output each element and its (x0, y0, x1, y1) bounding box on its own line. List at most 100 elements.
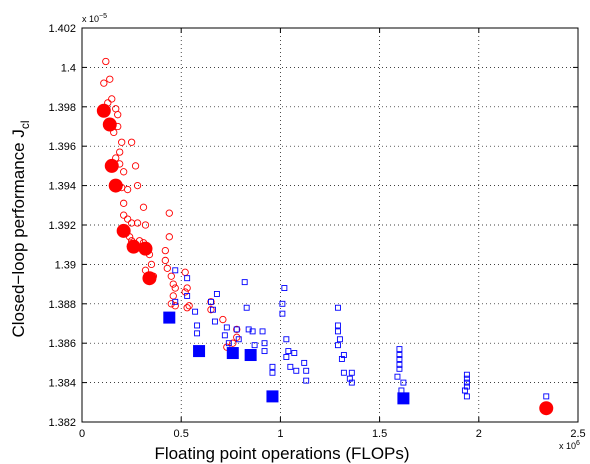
red-open-circle-point (183, 304, 191, 312)
grid (82, 28, 578, 422)
red-open-circle-point (133, 181, 142, 190)
y-tick-label: 1.4 (61, 62, 76, 74)
y-tick-label: 1.398 (48, 102, 76, 114)
y-tick-label: 1.384 (48, 378, 76, 390)
red-open-circle-point (147, 260, 156, 269)
red-filled-circle-point (104, 158, 119, 173)
y-exponent-power: −5 (99, 13, 107, 20)
y-exponent-label: x 10−5 (82, 13, 107, 24)
blue-open-square-point (194, 330, 201, 337)
blue-open-square-point (208, 298, 214, 305)
red-open-circle-point (167, 300, 175, 308)
red-open-circle-point (131, 162, 140, 170)
blue-open-square-point (396, 365, 403, 372)
red-open-circle-point (120, 168, 128, 176)
blue-open-square-point (301, 359, 308, 366)
red-open-circle-point (123, 215, 132, 223)
blue-open-square-point (279, 300, 286, 307)
red-open-circle-point (171, 284, 179, 292)
red-open-circle-point (120, 211, 128, 219)
blue-open-square-point (249, 328, 256, 335)
blue-open-square-point (279, 310, 286, 317)
blue-open-square-point (334, 304, 341, 311)
blue-open-square-point (461, 387, 468, 394)
blue-open-square-point (340, 352, 347, 358)
x-exponent-base: x 10 (559, 441, 576, 451)
red-open-circle-point (185, 302, 193, 310)
blue-open-square-point (259, 328, 266, 335)
red-open-circle-point (165, 209, 173, 217)
red-open-circle-point (102, 57, 110, 66)
blue-open-square-point (211, 318, 218, 325)
y-tick-label: 1.382 (48, 417, 76, 429)
blue-open-square-point (394, 373, 401, 380)
red-open-circle-point (207, 306, 215, 314)
blue-open-square-point (293, 367, 300, 374)
blue-open-square-point (213, 291, 220, 297)
blue-open-square-point (251, 342, 258, 349)
blue-open-square-point (223, 324, 230, 331)
x-axis-title: Floating point operations (FLOPs) (154, 444, 409, 463)
blue-open-square-point (269, 363, 276, 370)
red-open-circle-point (219, 315, 227, 324)
red-filled-circle-point (142, 271, 157, 286)
blue-open-square-point (225, 340, 232, 347)
y-axis-title: Closed−loop performance Jcl (9, 120, 32, 337)
y-tick-label: 1.402 (48, 23, 76, 35)
x-exponent-power: 6 (576, 440, 580, 447)
red-filled-circle-point (126, 239, 141, 254)
blue-open-square-point (235, 336, 242, 343)
blue-open-square-point (172, 267, 179, 274)
blue-filled-square-point (193, 345, 206, 358)
blue-open-square-point (245, 326, 252, 333)
axis-ticks: 0 0.5 1 1.5 2 2.5 1.382 1.384 1.386 1.388 1.39 1.39… (48, 23, 585, 440)
blue-open-square-point (233, 326, 240, 333)
blue-open-square-point (209, 306, 216, 313)
x-tick-label: 0.5 (174, 428, 189, 440)
red-open-circle-point (161, 246, 169, 255)
blue-open-square-point (184, 275, 191, 282)
blue-open-square-point (194, 322, 201, 329)
red-open-circle-point (181, 288, 189, 296)
y-tick-label: 1.386 (48, 338, 76, 350)
blue-open-square-point (396, 352, 403, 358)
red-open-circle-point (116, 148, 124, 156)
blue-open-square-point (283, 336, 290, 343)
blue-open-square-point (334, 322, 341, 329)
red-open-circle-point (181, 268, 189, 276)
red-open-circle-point (169, 280, 177, 288)
blue-open-square-point (303, 367, 310, 374)
blue-open-square-point (396, 356, 403, 362)
x-tick-label: 2.5 (570, 428, 585, 440)
red-open-circle-point (127, 219, 136, 227)
blue-open-square-point (463, 379, 470, 386)
red-filled-circle-point (96, 103, 111, 118)
data-markers (96, 57, 554, 416)
x-exponent-label: x 106 (559, 440, 580, 451)
red-open-circle-point (233, 325, 241, 334)
blue-open-square-point (348, 379, 355, 386)
blue-open-square-point (172, 298, 179, 305)
blue-open-square-point (241, 279, 248, 286)
red-open-circle-point (171, 302, 179, 310)
blue-open-square-point (396, 346, 403, 353)
blue-open-square-point (334, 342, 341, 349)
blue-open-square-point (463, 393, 470, 400)
blue-open-square-point (463, 371, 470, 378)
blue-filled-square-point (163, 311, 176, 324)
blue-open-square-point (291, 350, 298, 356)
blue-open-square-point (281, 285, 288, 291)
blue-open-square-point (184, 292, 191, 299)
red-filled-circle-point (116, 223, 131, 238)
y-tick-label: 1.392 (48, 220, 76, 232)
blue-open-square-point (303, 377, 310, 384)
y-axis-title-main: Closed−loop performance J (9, 129, 28, 337)
red-open-circle-point (106, 75, 114, 83)
plot-frame (81, 27, 579, 423)
blue-open-square-point (261, 348, 268, 355)
red-open-circle-point (127, 138, 136, 146)
blue-open-square-point (348, 369, 355, 376)
blue-open-square-point (400, 379, 407, 386)
